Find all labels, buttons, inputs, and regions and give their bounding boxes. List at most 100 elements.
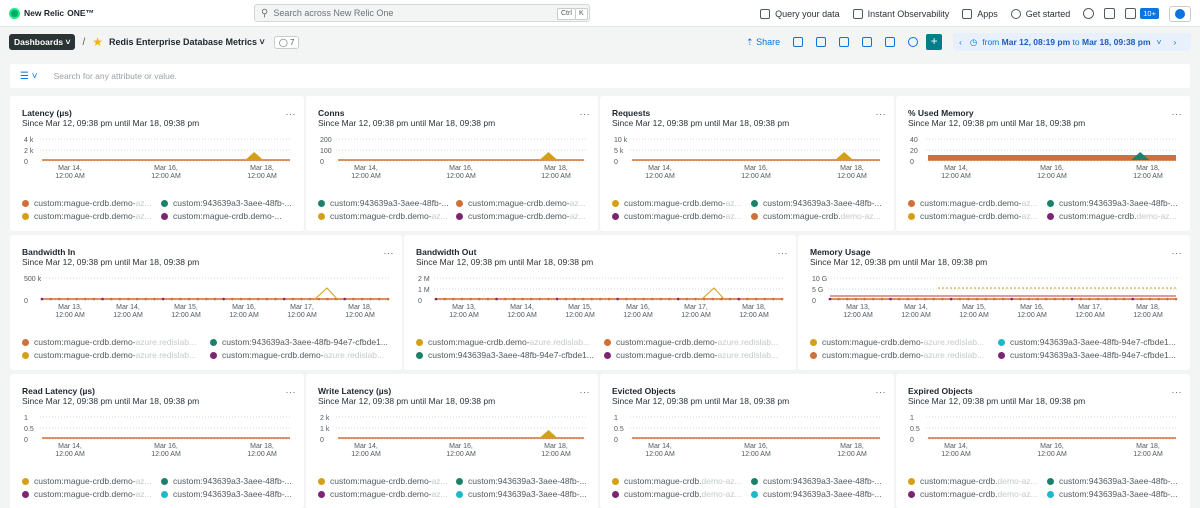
share-button[interactable]: ⇡ Share — [746, 36, 781, 47]
legend-item[interactable]: custom:mague-crdb.demo-az... — [318, 211, 450, 221]
widget-4[interactable]: Bandwidth In Since Mar 12, 09:38 pm until… — [10, 235, 402, 370]
settings-gear-icon[interactable] — [908, 37, 919, 47]
legend-item[interactable]: custom:mague-crdb.demo-az... — [908, 476, 1041, 486]
widget-1[interactable]: Conns Since Mar 12, 09:38 pm until Mar 18… — [306, 96, 598, 231]
copy-icon[interactable] — [862, 37, 873, 47]
legend-item[interactable]: custom:943639a3-3aee-48fb-... — [456, 476, 588, 486]
legend-item[interactable]: custom:943639a3-3aee-48fb-... — [161, 489, 294, 499]
code-icon[interactable] — [816, 37, 827, 47]
apps-link[interactable]: Apps — [962, 8, 998, 19]
legend-item[interactable]: custom:mague-crdb.demo-az... — [612, 476, 745, 486]
legend-item[interactable]: custom:mague-crdb.demo-az... — [908, 198, 1041, 208]
legend-item[interactable]: custom:mague-crdb.demo-az... — [612, 211, 745, 221]
legend-item[interactable]: custom:943639a3-3aee-48fb-94e7-cfbde1... — [998, 337, 1180, 347]
legend-item[interactable]: custom:943639a3-3aee-48fb-... — [1047, 489, 1180, 499]
widget-8[interactable]: Write Latency (µs) Since Mar 12, 09:38 pm… — [306, 374, 598, 508]
instant-observability-link[interactable]: Instant Observability — [852, 8, 949, 19]
legend-item[interactable]: custom:mague-crdb.demo-az... — [456, 211, 588, 221]
widget-6[interactable]: Memory Usage Since Mar 12, 09:38 pm until… — [798, 235, 1190, 370]
dashboards-button[interactable]: Dashboards ˅ — [9, 34, 76, 50]
legend-item[interactable]: custom:943639a3-3aee-48fb-... — [161, 476, 294, 486]
widget-0[interactable]: Latency (µs) Since Mar 12, 09:38 pm until… — [10, 96, 304, 231]
legend-item[interactable]: custom:943639a3-3aee-48fb-... — [751, 476, 884, 486]
legend-item[interactable]: custom:mague-crdb.demo-azure.redislab... — [604, 350, 786, 360]
legend-item[interactable]: custom:mague-crdb.demo-azure.redislab... — [604, 337, 786, 347]
chevron-right-icon[interactable]: › — [1173, 37, 1177, 47]
legend-item[interactable]: custom:mague-crdb.demo-azure.redislab... — [22, 337, 204, 347]
announcements-icon[interactable] — [1125, 8, 1137, 19]
widget-menu-icon[interactable]: ··· — [777, 248, 788, 258]
time-picker[interactable]: ‹ ◷ from Mar 12, 08:19 pm to Mar 18, 09:… — [953, 33, 1191, 51]
query-your-data-link[interactable]: Query your data — [760, 8, 840, 19]
legend-item[interactable]: custom:mague-crdb.demo-az... — [908, 211, 1041, 221]
legend-item[interactable]: custom:mague-crdb.demo-az... — [22, 198, 155, 208]
widget-menu-icon[interactable]: ··· — [1171, 109, 1182, 119]
widget-menu-icon[interactable]: ··· — [875, 387, 886, 397]
legend-item[interactable]: custom:mague-crdb.demo-az... — [456, 198, 588, 208]
legend-item[interactable]: custom:943639a3-3aee-48fb-... — [318, 198, 450, 208]
chevron-left-icon[interactable]: ‹ — [959, 37, 962, 47]
legend-item[interactable]: custom:943639a3-3aee-48fb-... — [456, 489, 588, 499]
legend-item[interactable]: custom:mague-crdb.demo-az... — [318, 489, 450, 499]
legend-item[interactable]: custom:mague-crdb.demo-az... — [22, 489, 155, 499]
legend-item[interactable]: custom:943639a3-3aee-48fb-94e7-cfbde1... — [210, 337, 392, 347]
legend-item[interactable]: custom:943639a3-3aee-48fb-... — [751, 489, 884, 499]
widget-10[interactable]: Expired Objects Since Mar 12, 09:38 pm un… — [896, 374, 1190, 508]
legend-item[interactable]: custom:mague-crdb.demo-azure.redislab... — [210, 350, 392, 360]
widget-7[interactable]: Read Latency (µs) Since Mar 12, 09:38 pm … — [10, 374, 304, 508]
widget-2[interactable]: Requests Since Mar 12, 09:38 pm until Mar… — [600, 96, 894, 231]
widget-9[interactable]: Evicted Objects Since Mar 12, 09:38 pm un… — [600, 374, 894, 508]
download-icon[interactable] — [839, 37, 850, 47]
legend-item[interactable]: custom:mague-crdb.demo-az... — [318, 476, 450, 486]
widget-menu-icon[interactable]: ··· — [383, 248, 394, 258]
legend-item[interactable]: custom:mague-crdb.demo-az... — [612, 198, 745, 208]
legend-item[interactable]: custom:mague-crdb.demo-az... — [751, 211, 884, 221]
widget-3[interactable]: % Used Memory Since Mar 12, 09:38 pm unti… — [896, 96, 1190, 231]
widget-menu-icon[interactable]: ··· — [285, 387, 296, 397]
tag-count-badge[interactable]: ◯ 7 — [273, 35, 300, 49]
legend-item[interactable]: custom:mague-crdb.demo-az... — [22, 211, 155, 221]
dashboard-title[interactable]: Redis Enterprise Database Metrics ˅ — [109, 37, 265, 47]
widget-menu-icon[interactable]: ··· — [579, 387, 590, 397]
widget-menu-icon[interactable]: ··· — [1171, 387, 1182, 397]
legend-item[interactable]: custom:943639a3-3aee-48fb-94e7-cfbde1... — [416, 350, 598, 360]
legend-item[interactable]: custom:943639a3-3aee-48fb-... — [1047, 476, 1180, 486]
legend-item[interactable]: custom:mague-crdb.demo-azure.redislab... — [22, 350, 204, 360]
help-icon[interactable] — [1083, 8, 1095, 19]
widget-menu-icon[interactable]: ··· — [1171, 248, 1182, 258]
legend-item[interactable]: custom:mague-crdb.demo-az... — [612, 489, 745, 499]
filter-input[interactable]: Search for any attribute or value. — [53, 71, 177, 81]
legend-item[interactable]: custom:mague-crdb.demo-azure.redislab... — [416, 337, 598, 347]
favorite-star-icon[interactable]: ★ — [92, 35, 103, 49]
filter-icon[interactable]: ☰ ˅ — [20, 70, 38, 82]
add-widget-button[interactable]: + — [926, 34, 943, 50]
widget-menu-icon[interactable]: ··· — [875, 109, 886, 119]
feedback-icon[interactable] — [1104, 8, 1116, 19]
legend-item[interactable]: custom:mague-crdb.demo-... — [161, 211, 294, 221]
notification-badge[interactable]: 10+ — [1140, 8, 1159, 19]
get-started-link[interactable]: Get started — [1010, 8, 1070, 19]
legend-item[interactable]: custom:mague-crdb.demo-azure.redislab... — [810, 337, 992, 347]
tv-mode-icon[interactable] — [793, 37, 804, 47]
filter-bar[interactable]: ☰ ˅ Search for any attribute or value. — [10, 64, 1190, 88]
new-relic-logo[interactable]: New Relic ONE™ — [9, 7, 94, 19]
user-avatar[interactable] — [1169, 5, 1191, 22]
global-search[interactable]: ⚲ Search across New Relic One Ctrl K — [254, 4, 590, 22]
legend-item[interactable]: custom:943639a3-3aee-48fb-... — [1047, 198, 1180, 208]
legend-item[interactable]: custom:943639a3-3aee-48fb-... — [751, 198, 884, 208]
legend-item[interactable]: custom:943639a3-3aee-48fb-94e7-cfbde1... — [998, 350, 1180, 360]
widget-5[interactable]: Bandwidth Out Since Mar 12, 09:38 pm unti… — [404, 235, 796, 370]
legend-item[interactable]: custom:mague-crdb.demo-azure.redislab... — [810, 350, 992, 360]
edit-icon[interactable] — [885, 37, 896, 47]
